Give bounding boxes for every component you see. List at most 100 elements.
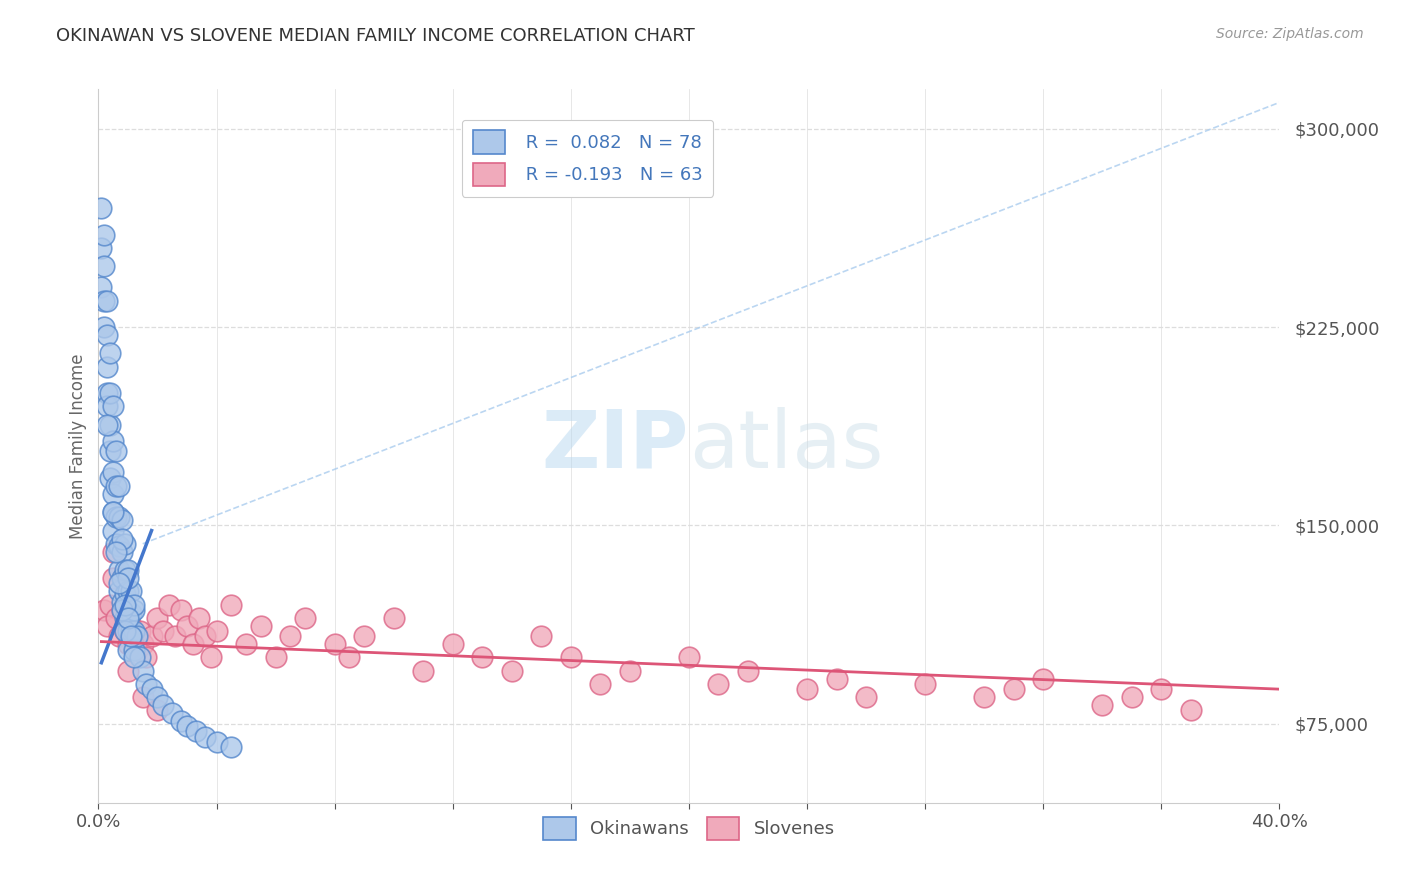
Point bbox=[589, 677, 612, 691]
Point bbox=[96, 293, 118, 308]
Point bbox=[1091, 698, 1114, 712]
Point bbox=[221, 598, 243, 612]
Point bbox=[96, 386, 118, 401]
Point bbox=[98, 598, 121, 612]
Point bbox=[914, 677, 936, 691]
Point bbox=[128, 650, 150, 665]
Point bbox=[184, 724, 207, 739]
Point bbox=[111, 513, 134, 527]
Point bbox=[103, 571, 125, 585]
Point bbox=[98, 386, 121, 401]
Point bbox=[353, 629, 375, 643]
Point bbox=[114, 611, 136, 625]
Point bbox=[678, 650, 700, 665]
Point bbox=[93, 227, 115, 242]
Point bbox=[973, 690, 995, 704]
Point bbox=[530, 629, 553, 643]
Point bbox=[96, 400, 118, 414]
Point bbox=[855, 690, 877, 704]
Point bbox=[205, 624, 228, 638]
Point bbox=[105, 510, 128, 524]
Point bbox=[117, 571, 139, 585]
Text: OKINAWAN VS SLOVENE MEDIAN FAMILY INCOME CORRELATION CHART: OKINAWAN VS SLOVENE MEDIAN FAMILY INCOME… bbox=[56, 27, 695, 45]
Point bbox=[105, 444, 128, 458]
Legend: Okinawans, Slovenes: Okinawans, Slovenes bbox=[536, 810, 842, 847]
Point bbox=[108, 563, 131, 577]
Point bbox=[194, 629, 217, 643]
Point bbox=[122, 650, 145, 665]
Point bbox=[96, 328, 118, 343]
Point bbox=[114, 624, 136, 638]
Point bbox=[120, 618, 142, 632]
Point bbox=[93, 603, 115, 617]
Point bbox=[200, 650, 222, 665]
Point bbox=[120, 584, 142, 599]
Point bbox=[264, 650, 287, 665]
Point bbox=[1002, 682, 1025, 697]
Point bbox=[122, 603, 145, 617]
Point bbox=[93, 320, 115, 334]
Point bbox=[111, 595, 134, 609]
Point bbox=[132, 690, 155, 704]
Point bbox=[205, 735, 228, 749]
Point bbox=[111, 571, 134, 585]
Text: Source: ZipAtlas.com: Source: ZipAtlas.com bbox=[1216, 27, 1364, 41]
Point bbox=[152, 624, 174, 638]
Point bbox=[105, 478, 128, 492]
Point bbox=[108, 629, 131, 643]
Point bbox=[111, 603, 134, 617]
Point bbox=[194, 730, 217, 744]
Point bbox=[132, 637, 155, 651]
Point bbox=[96, 618, 118, 632]
Point bbox=[120, 624, 142, 638]
Point bbox=[114, 598, 136, 612]
Point bbox=[122, 598, 145, 612]
Point bbox=[90, 280, 112, 294]
Point bbox=[93, 260, 115, 274]
Point bbox=[1121, 690, 1143, 704]
Point bbox=[1032, 672, 1054, 686]
Point bbox=[122, 624, 145, 638]
Point bbox=[96, 359, 118, 374]
Point bbox=[120, 629, 142, 643]
Point bbox=[117, 606, 139, 620]
Point bbox=[111, 545, 134, 559]
Point bbox=[114, 587, 136, 601]
Point bbox=[117, 624, 139, 638]
Point bbox=[90, 241, 112, 255]
Point bbox=[339, 650, 361, 665]
Point bbox=[103, 524, 125, 538]
Point bbox=[105, 611, 128, 625]
Point bbox=[176, 618, 198, 632]
Point bbox=[796, 682, 818, 697]
Point bbox=[170, 603, 193, 617]
Point bbox=[152, 698, 174, 712]
Point bbox=[1180, 703, 1202, 717]
Point bbox=[170, 714, 193, 728]
Point bbox=[187, 611, 209, 625]
Point bbox=[103, 466, 125, 480]
Point bbox=[135, 677, 157, 691]
Point bbox=[146, 611, 169, 625]
Text: atlas: atlas bbox=[689, 407, 883, 485]
Point bbox=[132, 664, 155, 678]
Point bbox=[98, 346, 121, 360]
Point bbox=[117, 584, 139, 599]
Point bbox=[108, 510, 131, 524]
Point bbox=[162, 706, 183, 720]
Point bbox=[117, 637, 139, 651]
Point bbox=[117, 563, 139, 577]
Point bbox=[157, 598, 180, 612]
Point bbox=[103, 486, 125, 500]
Point bbox=[117, 611, 139, 625]
Point bbox=[412, 664, 434, 678]
Point bbox=[114, 624, 136, 638]
Point bbox=[165, 629, 187, 643]
Point bbox=[501, 664, 523, 678]
Point bbox=[108, 576, 131, 591]
Point bbox=[108, 540, 131, 554]
Point bbox=[122, 642, 145, 657]
Point bbox=[125, 629, 148, 643]
Point bbox=[825, 672, 848, 686]
Point bbox=[114, 537, 136, 551]
